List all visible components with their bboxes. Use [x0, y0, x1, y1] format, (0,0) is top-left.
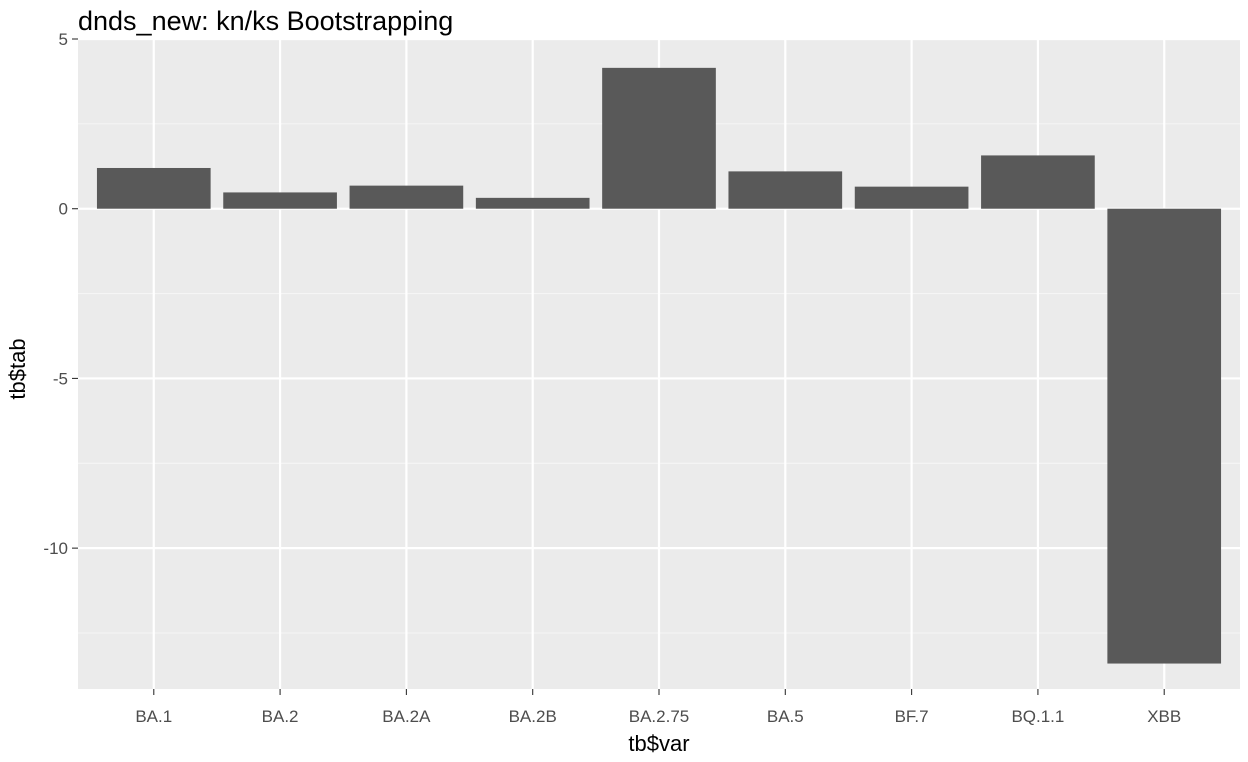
bar-xbb: [1107, 208, 1222, 664]
x-tick-label: BA.2B: [509, 707, 557, 726]
x-axis: BA.1 BA.2 BA.2A BA.2B BA.2.75 BA.5 BF.7 BQ.1.1 X…: [135, 689, 1181, 726]
x-tick-label: XBB: [1147, 707, 1181, 726]
bar-ba-5: [728, 171, 843, 209]
y-tick-label: 5: [59, 30, 68, 49]
x-tick-label: BQ.1.1: [1011, 707, 1064, 726]
x-tick-label: BA.2A: [382, 707, 431, 726]
y-tick-label: -5: [53, 369, 68, 388]
x-tick-label: BA.1: [135, 707, 172, 726]
bar-ba-2a: [349, 185, 464, 209]
bar-bq-1-1: [981, 155, 1095, 209]
y-axis: 5 0 -5 -10: [43, 30, 78, 558]
x-tick-label: BA.2.75: [629, 707, 690, 726]
bar-ba-2-75: [602, 67, 716, 209]
bar-ba-2b: [475, 197, 590, 209]
major-gridlines: [78, 37, 1240, 689]
chart-title: dnds_new: kn/ks Bootstrapping: [78, 6, 453, 36]
bar-bf-7: [854, 186, 969, 209]
x-axis-title: tb$var: [628, 731, 689, 756]
x-tick-label: BA.5: [767, 707, 804, 726]
y-tick-label: -10: [43, 539, 68, 558]
x-tick-label: BF.7: [895, 707, 929, 726]
bar-ba-1: [96, 167, 211, 209]
bar-ba-2: [223, 192, 337, 209]
x-tick-label: BA.2: [262, 707, 299, 726]
y-axis-title: tb$tab: [5, 338, 30, 399]
y-tick-label: 0: [59, 200, 68, 219]
bars: [96, 67, 1222, 664]
